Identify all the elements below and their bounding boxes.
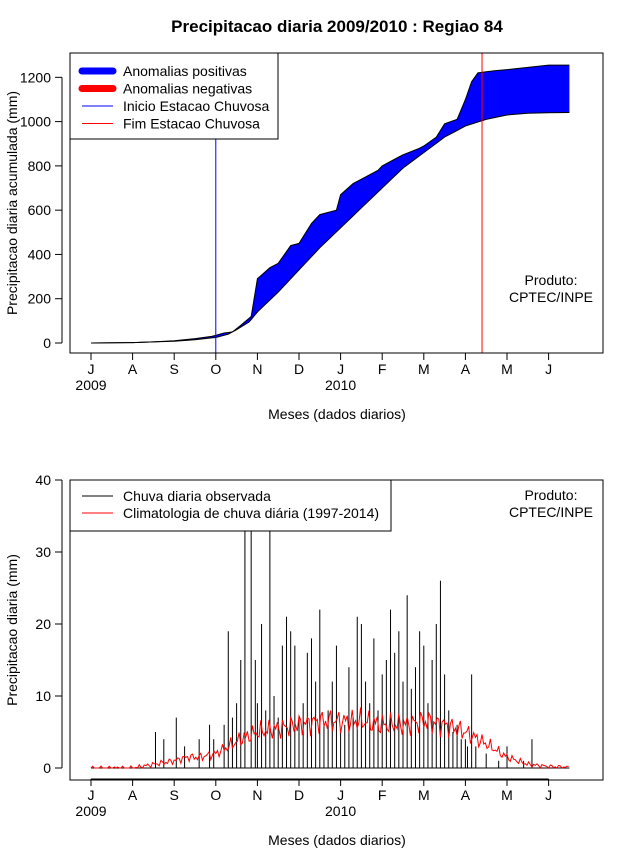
y-tick-label: 200 (28, 291, 52, 307)
x-tick-label: A (128, 361, 138, 377)
year-label: 2010 (325, 803, 356, 819)
climatology-cumulative-line (90, 112, 570, 344)
x-tick-label: F (378, 361, 387, 377)
y-tick-label: 800 (28, 158, 52, 174)
y-tick-label: 600 (28, 202, 52, 218)
y-tick-label: 30 (35, 544, 51, 560)
x-tick-label: O (210, 361, 221, 377)
x-tick-label: A (461, 787, 471, 803)
product-annotation-line1: Produto: (525, 487, 578, 503)
anomaly-area-layer (90, 64, 570, 344)
x-tick-label: S (170, 361, 179, 377)
y-axis-label: Precipitacao diaria acumulada (mm) (4, 91, 20, 315)
x-tick-label: J (545, 361, 552, 377)
climatology-line-layer (90, 707, 569, 770)
y-tick-label: 1000 (20, 114, 51, 130)
x-tick-label: A (128, 787, 138, 803)
x-tick-label: M (501, 787, 513, 803)
y-tick-label: 400 (28, 246, 52, 262)
x-tick-label: N (252, 361, 262, 377)
y-axis-label: Precipitacao diaria (mm) (4, 554, 20, 706)
y-tick-label: 10 (35, 688, 51, 704)
x-tick-label: N (252, 787, 262, 803)
x-tick-label: J (337, 361, 344, 377)
cumulative-precipitation-chart: Precipitacao diaria 2009/2010 : Regiao 8… (4, 17, 604, 422)
legend-label: Fim Estacao Chuvosa (123, 116, 260, 132)
chart-title: Precipitacao diaria 2009/2010 : Regiao 8… (171, 17, 503, 36)
x-tick-label: J (337, 787, 344, 803)
legend-label: Anomalias positivas (123, 63, 247, 79)
legend-label: Climatologia de chuva diária (1997-2014) (123, 505, 379, 521)
y-axis: 0 200 400 600 800 1000 1200 (20, 69, 63, 351)
x-tick-label: S (170, 787, 179, 803)
y-axis: 0 10 20 30 40 (35, 472, 63, 776)
x-tick-label: M (501, 361, 513, 377)
x-tick-label: D (294, 787, 304, 803)
observed-cumulative-line (90, 64, 570, 344)
x-tick-label: O (210, 787, 221, 803)
year-label: 2010 (325, 377, 356, 393)
x-tick-label: J (545, 787, 552, 803)
x-tick-label: M (418, 787, 430, 803)
year-label: 2009 (75, 377, 106, 393)
x-tick-label: J (88, 361, 95, 377)
y-tick-label: 0 (43, 760, 51, 776)
x-axis-label: Meses (dados diarios) (268, 832, 406, 848)
x-tick-label: D (294, 361, 304, 377)
legend-box (69, 52, 279, 140)
product-annotation-line2: CPTEC/INPE (509, 289, 593, 305)
year-label: 2009 (75, 803, 106, 819)
y-tick-label: 20 (35, 616, 51, 632)
x-tick-label: M (418, 361, 430, 377)
positive-anomaly-area (91, 65, 570, 343)
x-tick-label: F (378, 787, 387, 803)
legend-label: Inicio Estacao Chuvosa (123, 98, 270, 114)
y-tick-label: 1200 (20, 69, 51, 85)
product-annotation-line1: Produto: (525, 272, 578, 288)
y-tick-label: 40 (35, 472, 51, 488)
x-axis-label: Meses (dados diarios) (268, 406, 406, 422)
legend: Anomalias positivas Anomalias negativasIn… (69, 52, 279, 140)
product-annotation-line2: CPTEC/INPE (509, 504, 593, 520)
legend-label: Chuva diaria observada (123, 488, 271, 504)
x-tick-label: J (88, 787, 95, 803)
legend-label: Anomalias negativas (123, 81, 252, 97)
y-tick-label: 0 (43, 335, 51, 351)
legend-box (69, 479, 392, 532)
x-tick-label: A (461, 361, 471, 377)
daily-climatology-line (90, 707, 569, 770)
